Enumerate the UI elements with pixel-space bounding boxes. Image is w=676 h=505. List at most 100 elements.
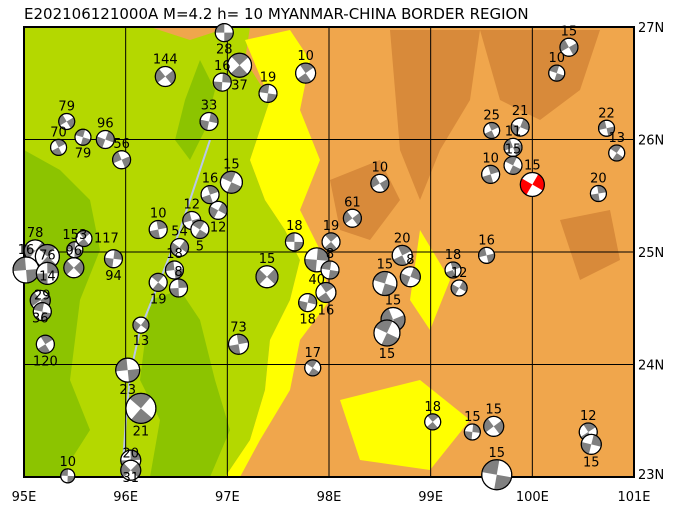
- focal-mechanism-beachball[interactable]: [450, 279, 468, 297]
- focal-mechanism-beachball[interactable]: [559, 37, 579, 57]
- focal-mechanism-beachball[interactable]: [589, 184, 608, 203]
- focal-mechanism-beachball[interactable]: [132, 316, 150, 334]
- focal-mechanism-beachball[interactable]: [154, 65, 176, 88]
- depth-label: 12: [210, 220, 227, 235]
- depth-label: 78: [27, 226, 44, 241]
- focal-mechanism-beachball[interactable]: [12, 256, 40, 284]
- depth-label: 96: [97, 117, 114, 132]
- focal-mechanism-beachball[interactable]: [321, 232, 341, 252]
- focal-mechanism-beachball[interactable]: [503, 137, 523, 157]
- focal-mechanism-beachball[interactable]: [212, 72, 232, 92]
- focal-mechanism-beachball[interactable]: [304, 359, 322, 377]
- depth-label: 73: [230, 320, 247, 335]
- focal-mechanism-beachball[interactable]: [125, 392, 157, 424]
- depth-label: 13: [133, 334, 150, 349]
- focal-mechanism-beachball[interactable]: [580, 433, 602, 455]
- focal-mechanism-beachball[interactable]: [148, 272, 168, 292]
- focal-mechanism-beachball[interactable]: [477, 246, 496, 264]
- focal-mechanism-beachball[interactable]: [164, 260, 185, 280]
- focal-mechanism-beachball[interactable]: [168, 278, 189, 298]
- depth-label: 96: [66, 244, 83, 259]
- focal-mechanism-beachball[interactable]: [199, 111, 219, 132]
- focal-mechanism-beachball[interactable]: [219, 170, 243, 194]
- depth-label: 12: [580, 409, 597, 424]
- focal-mechanism-beachball[interactable]: [226, 52, 253, 78]
- focal-mechanism-beachball[interactable]: [58, 112, 76, 131]
- depth-label: 12: [451, 266, 468, 281]
- focal-mechanism-beachball[interactable]: [399, 266, 421, 288]
- focal-mechanism-beachball[interactable]: [519, 171, 545, 198]
- depth-label: 16: [214, 59, 231, 74]
- focal-mechanism-beachball[interactable]: [63, 257, 85, 279]
- depth-label: 79: [58, 100, 75, 115]
- focal-mechanism-beachball[interactable]: [370, 173, 390, 193]
- focal-mechanism-beachball[interactable]: [34, 243, 60, 270]
- focal-mechanism-beachball[interactable]: [74, 128, 92, 146]
- depth-label: 28: [216, 43, 233, 58]
- depth-label: 18: [166, 247, 183, 262]
- depth-label: 21: [512, 104, 529, 119]
- focal-mechanism-beachball[interactable]: [95, 129, 115, 150]
- focal-mechanism-beachball[interactable]: [315, 281, 337, 304]
- focal-mechanism-beachball[interactable]: [49, 138, 68, 156]
- focal-mechanism-beachball[interactable]: [298, 293, 318, 313]
- focal-mechanism-beachball[interactable]: [169, 237, 190, 258]
- focal-mechanism-beachball[interactable]: [608, 144, 626, 162]
- focal-mechanism-beachball[interactable]: [75, 229, 93, 248]
- depth-label: 16: [18, 243, 35, 258]
- focal-mechanism-beachball[interactable]: [295, 62, 317, 84]
- depth-label: 117: [94, 232, 119, 247]
- focal-mechanism-beachball[interactable]: [35, 334, 55, 354]
- focal-mechanism-beachball[interactable]: [60, 468, 76, 484]
- focal-mechanism-beachball[interactable]: [503, 155, 523, 175]
- depth-label: 19: [260, 70, 277, 85]
- focal-mechanism-beachball[interactable]: [227, 333, 250, 355]
- depth-label: 8: [326, 247, 334, 262]
- focal-mechanism-beachball[interactable]: [200, 185, 220, 205]
- focal-mechanism-beachball[interactable]: [424, 413, 442, 431]
- lon-tick-label: 100E: [516, 490, 549, 505]
- highland-dark-orange: [330, 30, 620, 280]
- focal-mechanism-beachball[interactable]: [483, 415, 505, 437]
- focal-mechanism-beachball[interactable]: [258, 83, 278, 103]
- focal-mechanism-beachball[interactable]: [214, 23, 234, 43]
- focal-mechanism-beachball[interactable]: [510, 117, 530, 137]
- lon-tick-label: 98E: [317, 490, 342, 505]
- focal-mechanism-beachball[interactable]: [444, 261, 462, 279]
- focal-mechanism-beachball[interactable]: [548, 64, 566, 82]
- focal-mechanism-beachball[interactable]: [483, 121, 501, 140]
- focal-mechanism-beachball[interactable]: [284, 232, 305, 252]
- focal-mechanism-beachball[interactable]: [597, 119, 616, 137]
- focal-mechanism-beachball[interactable]: [342, 208, 362, 228]
- depth-label: 15: [259, 252, 276, 267]
- focal-mechanism-beachball[interactable]: [372, 270, 398, 297]
- focal-mechanism-beachball[interactable]: [103, 249, 124, 269]
- focal-mechanism-beachball[interactable]: [190, 219, 210, 240]
- focal-mechanism-beachball[interactable]: [320, 260, 340, 280]
- depth-label: 120: [33, 354, 58, 369]
- focal-mechanism-beachball[interactable]: [120, 459, 142, 481]
- focal-mechanism-beachball[interactable]: [373, 319, 401, 347]
- depth-label: 153: [62, 228, 87, 243]
- focal-mechanism-beachball[interactable]: [66, 241, 84, 259]
- depth-label: 20: [590, 172, 607, 187]
- focal-mechanism-beachball[interactable]: [111, 150, 132, 170]
- depth-label: 23: [119, 383, 136, 398]
- depth-label: 8: [174, 265, 182, 280]
- lon-tick-label: 101E: [617, 490, 650, 505]
- depth-label: 21: [133, 424, 150, 439]
- depth-label: 12: [183, 198, 200, 213]
- focal-mechanism-beachball[interactable]: [255, 265, 279, 289]
- depth-label: 19: [150, 292, 167, 307]
- depth-label: 15: [385, 294, 402, 309]
- focal-mechanism-beachball[interactable]: [35, 261, 59, 285]
- focal-mechanism-beachball[interactable]: [481, 164, 501, 184]
- focal-mechanism-beachball[interactable]: [208, 200, 228, 220]
- focal-mechanism-beachball[interactable]: [115, 357, 141, 383]
- lon-tick-label: 99E: [418, 490, 443, 505]
- focal-mechanism-beachball[interactable]: [463, 423, 481, 441]
- focal-mechanism-beachball[interactable]: [32, 302, 52, 322]
- focal-mechanism-beachball[interactable]: [481, 459, 513, 491]
- focal-mechanism-beachball[interactable]: [391, 244, 413, 266]
- focal-mechanism-beachball[interactable]: [148, 219, 168, 240]
